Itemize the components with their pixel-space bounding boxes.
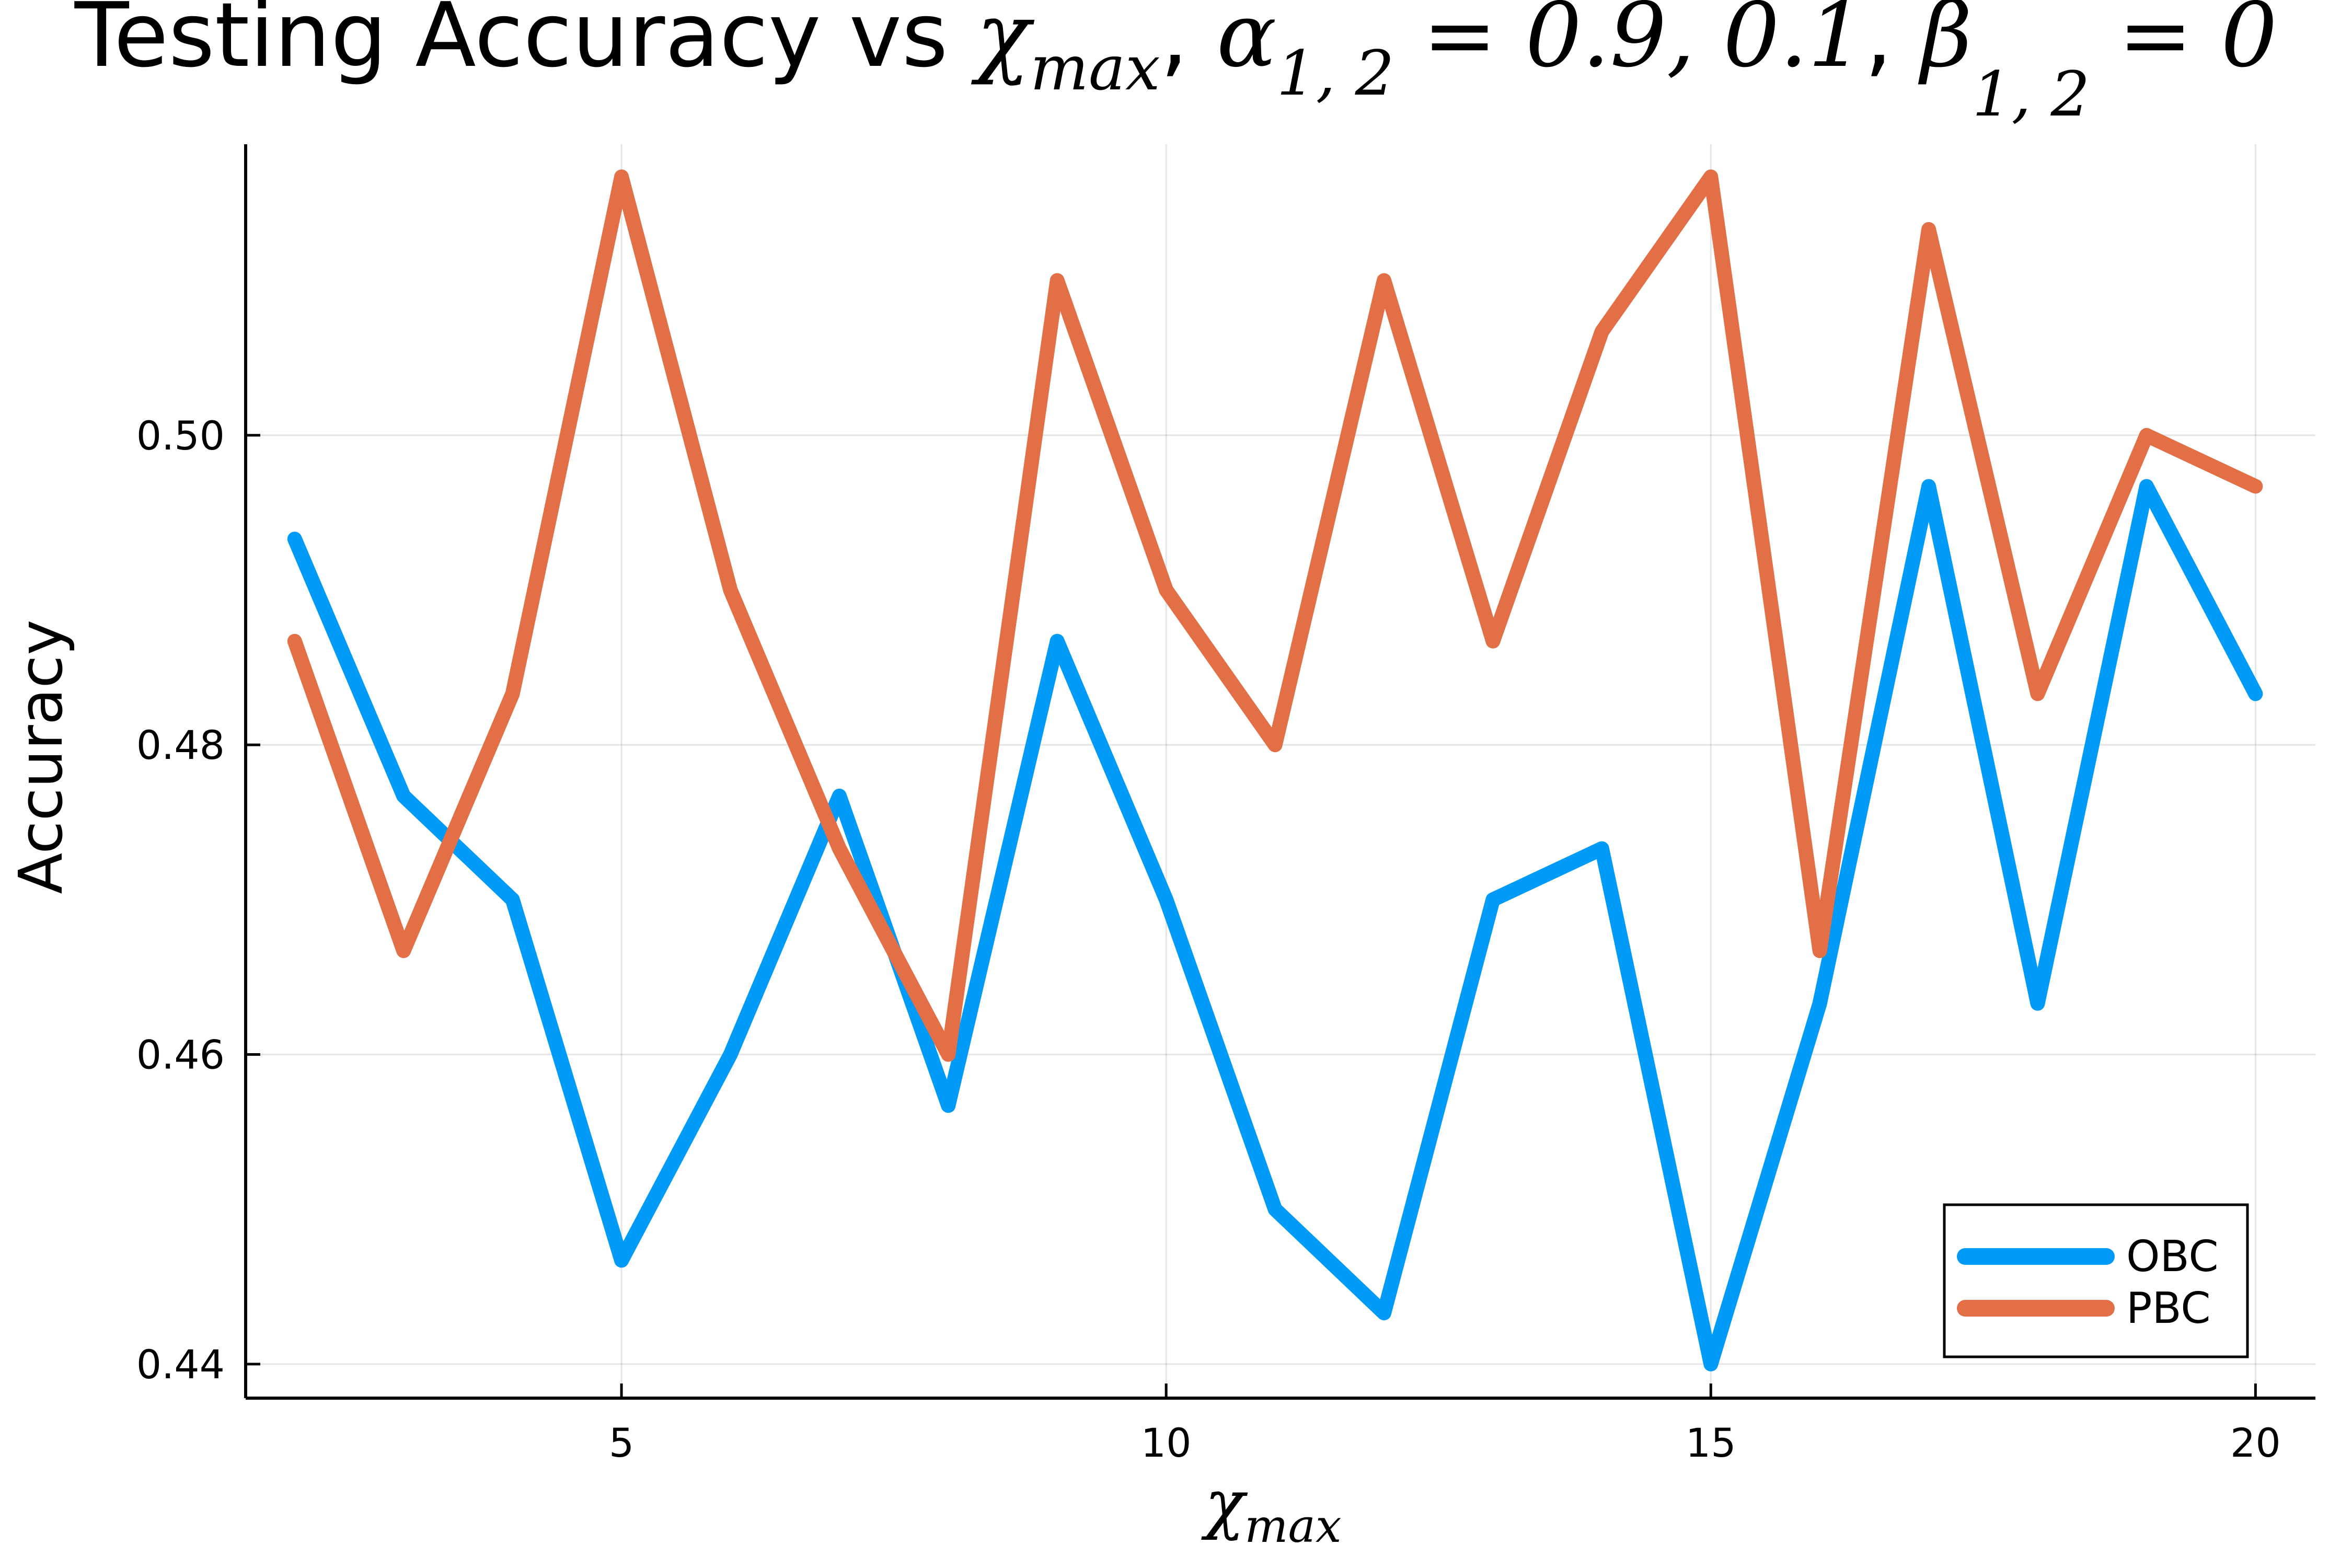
y-tick-label: 0.44 [136,1341,225,1388]
chart-title: Testing Accuracy vs χmax, α1, 2 = 0.9, 0… [74,0,2277,130]
x-tick-label: 15 [1686,1420,1736,1466]
tick-marks: 5 10 15 20 0.44 0.46 0.48 0.50 [136,412,2281,1466]
legend-label-obc: OBC [2126,1232,2219,1282]
x-tick-label: 10 [1141,1420,1192,1466]
y-tick-label: 0.50 [136,412,225,459]
title-comma-2: , [1864,0,1921,87]
x-tick-label: 5 [609,1420,634,1466]
plot-series [287,169,2263,1371]
legend-box [1943,1203,2249,1358]
title-beta-sub: 1, 2 [1972,58,2090,130]
y-axis-label: Accuracy [6,619,76,894]
x-axis-label: χmax [1201,1466,1341,1553]
title-chi-sub: max [1030,32,1160,104]
legend: OBC PBC [1943,1203,2249,1358]
x-axis-label-sub: max [1244,1499,1342,1553]
x-tick-label: 20 [2230,1420,2281,1466]
title-alpha-eq: = 0.9, 0.1 [1394,0,1864,87]
y-tick-label: 0.48 [136,722,225,768]
series-line-obc [287,479,2263,1371]
y-tick-label: 0.46 [136,1031,225,1078]
title-alpha: α [1217,0,1277,87]
legend-label-pbc: PBC [2126,1284,2211,1333]
title-chi: χ [971,0,1035,87]
series-line-pbc [287,169,2263,1062]
title-beta-eq: = 0 [2090,0,2278,87]
x-axis-label-chi: χ [1201,1466,1248,1542]
title-alpha-sub: 1, 2 [1277,37,1394,109]
title-comma-1: , [1160,0,1217,87]
title-prefix: Testing Accuracy vs [74,0,976,87]
title-beta: β [1918,0,1972,87]
